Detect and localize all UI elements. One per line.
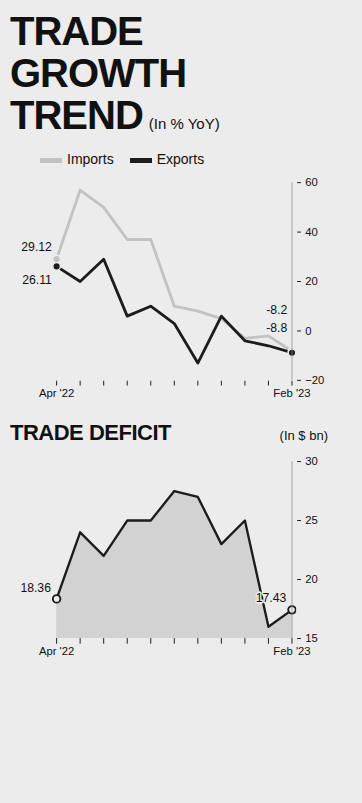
svg-text:0: 0 — [305, 325, 311, 337]
svg-text:-8.2: -8.2 — [266, 303, 287, 317]
svg-text:Feb '23: Feb '23 — [273, 387, 310, 399]
svg-text:15: 15 — [305, 633, 318, 645]
svg-text:Apr '22: Apr '22 — [39, 645, 74, 657]
html-text:Exports: Exports — [156, 151, 205, 167]
svg-text:Apr '22: Apr '22 — [39, 387, 74, 399]
svg-text:20: 20 — [305, 275, 318, 287]
html-text:TRADE DEFICIT: TRADE DEFICIT — [10, 420, 171, 446]
html-text:(In $ bn): (In $ bn) — [279, 428, 328, 444]
svg-text:60: 60 — [305, 176, 318, 188]
svg-text:26.11: 26.11 — [22, 273, 52, 287]
svg-text:29.12: 29.12 — [21, 240, 52, 254]
html-text:TREND: TREND — [10, 93, 143, 137]
html-text:GROWTH: GROWTH — [10, 51, 187, 95]
svg-text:−20: −20 — [305, 374, 324, 386]
svg-text:30: 30 — [305, 456, 318, 468]
svg-text:20: 20 — [305, 574, 318, 586]
svg-text:-8.8: -8.8 — [266, 321, 287, 335]
svg-text:25: 25 — [305, 515, 318, 527]
html-text:Imports: Imports — [67, 151, 114, 167]
svg-text:Feb '23: Feb '23 — [273, 645, 310, 657]
html-text:(In % YoY): (In % YoY) — [148, 115, 220, 132]
html-text:TRADE: TRADE — [10, 9, 143, 53]
svg-text:17.43: 17.43 — [256, 592, 287, 606]
svg-text:40: 40 — [305, 226, 318, 238]
svg-text:18.36: 18.36 — [20, 581, 51, 595]
